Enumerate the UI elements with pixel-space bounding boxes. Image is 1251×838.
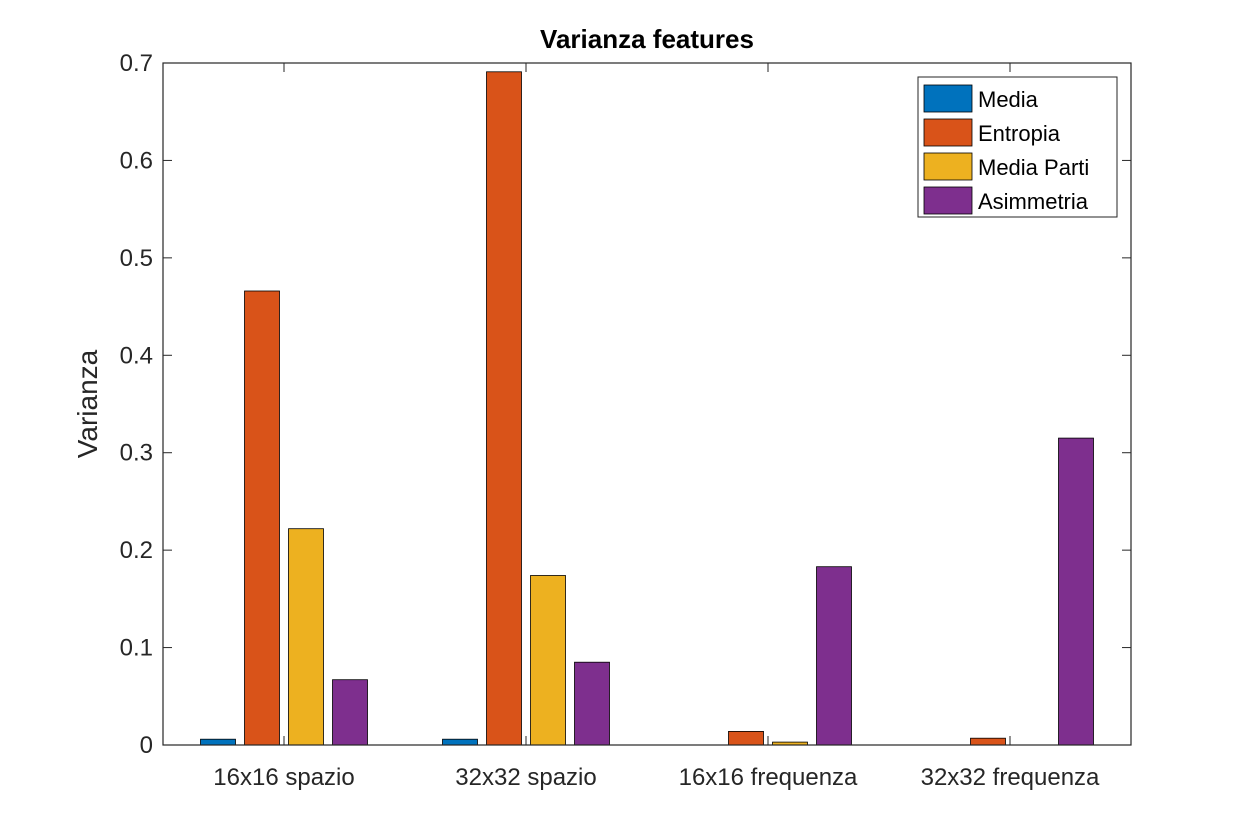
legend-swatch-media-parti <box>923 152 973 181</box>
bar-asimmetria-1 <box>332 679 368 746</box>
legend-label: Media Parti <box>978 155 1089 180</box>
y-axis-ticks: 0 0.1 0.2 0.3 0.4 0.5 0.6 0.7 <box>120 50 1131 759</box>
x-tick-label: 16x16 frequenza <box>679 764 858 791</box>
bar-asimmetria-2 <box>574 661 610 746</box>
legend-swatch-media <box>923 84 973 113</box>
bar-entropia-2 <box>486 71 522 746</box>
bar-entropia-1 <box>244 290 280 746</box>
legend-swatch-entropia <box>923 118 973 147</box>
legend-label: Asimmetria <box>978 189 1089 214</box>
x-axis-ticks: 16x16 spazio 32x32 spazio 16x16 frequenza 3… <box>213 63 1100 791</box>
x-tick-label: 32x32 frequenza <box>921 764 1100 791</box>
bar-entropia-3 <box>728 731 764 746</box>
legend-label: Entropia <box>978 121 1061 146</box>
y-tick-label: 0.2 <box>120 537 153 564</box>
bar-media-2 <box>442 738 478 746</box>
legend: Media Entropia Media Parti Asimmetria <box>917 76 1118 218</box>
y-tick-label: 0.7 <box>120 50 153 77</box>
bar-media-parti-1 <box>288 528 324 746</box>
x-tick-label: 32x32 spazio <box>455 764 596 791</box>
axes-box <box>162 62 1132 746</box>
legend-swatch-asimmetria <box>923 186 973 215</box>
bar-media-parti-2 <box>530 575 566 746</box>
bars-group <box>200 71 1094 746</box>
x-tick-label: 16x16 spazio <box>213 764 354 791</box>
bar-asimmetria-4 <box>1058 437 1094 746</box>
y-tick-label: 0.5 <box>120 245 153 272</box>
y-tick-label: 0 <box>140 732 153 759</box>
bar-entropia-4 <box>970 737 1006 746</box>
y-tick-label: 0.1 <box>120 635 153 662</box>
chart-title: Varianza features <box>540 24 754 54</box>
y-axis-label: Varianza <box>72 349 103 458</box>
y-tick-label: 0.4 <box>120 342 153 369</box>
legend-label: Media <box>978 87 1039 112</box>
bar-asimmetria-3 <box>816 566 852 746</box>
bar-media-1 <box>200 738 236 746</box>
y-tick-label: 0.3 <box>120 440 153 467</box>
y-tick-label: 0.6 <box>120 147 153 174</box>
